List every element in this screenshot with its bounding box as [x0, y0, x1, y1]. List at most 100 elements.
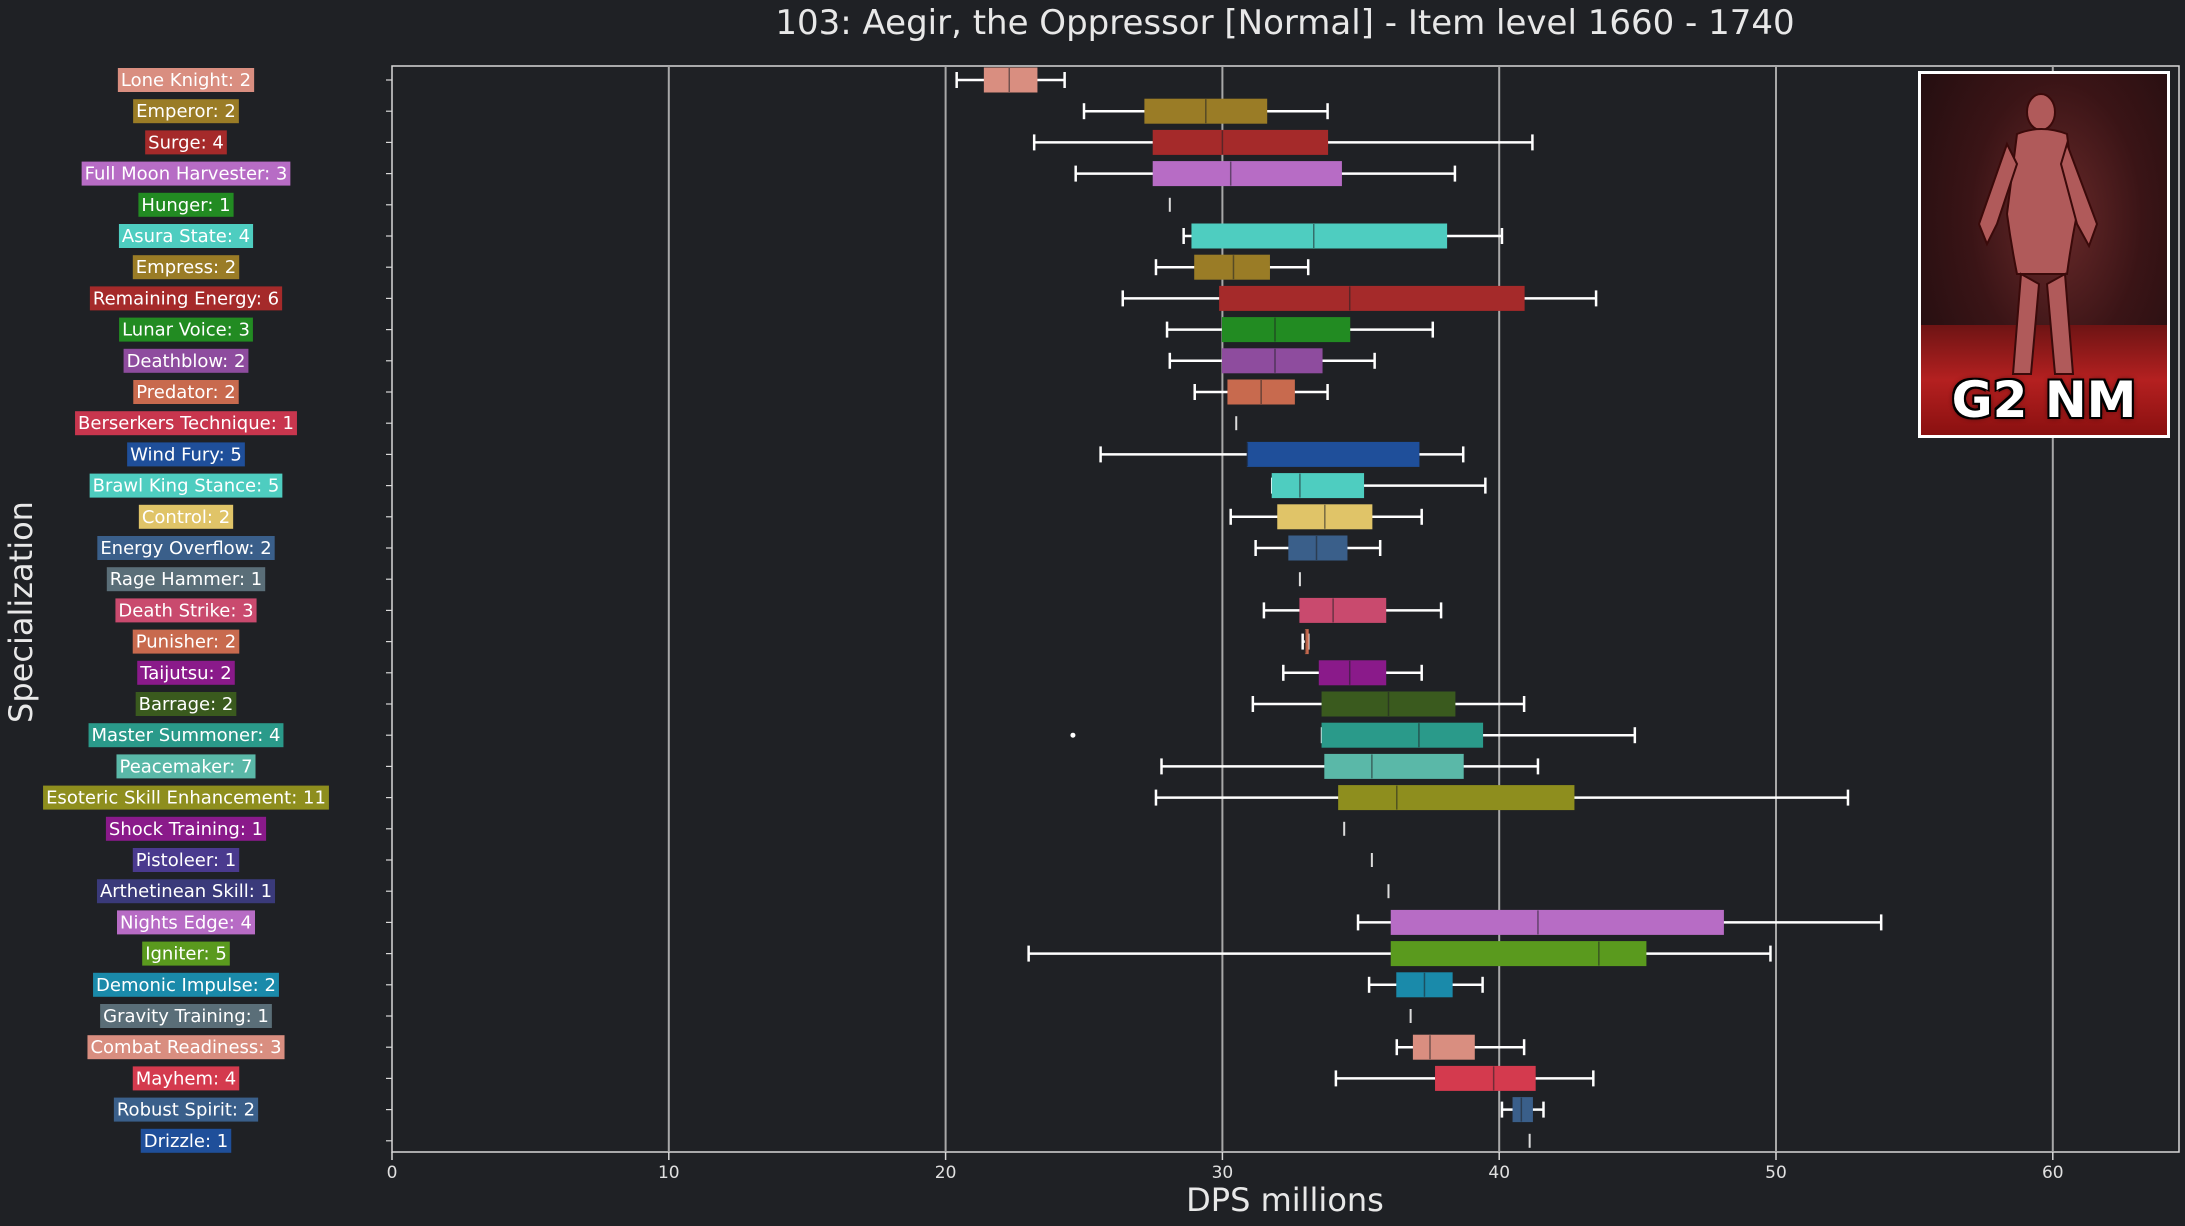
chart-title: 103: Aegir, the Oppressor [Normal] - Ite…: [775, 3, 1794, 43]
x-axis-label: DPS millions: [1186, 1181, 1384, 1219]
box: [1367, 972, 1484, 998]
category-label-background: [127, 442, 245, 467]
category-label-text: Asura State: 4: [122, 226, 250, 247]
category-label: Shock Training: 1: [105, 816, 267, 841]
category-label: Gravity Training: 1: [100, 1004, 272, 1028]
category-label-text: Deathblow: 2: [127, 351, 246, 372]
category-label-background: [100, 1004, 272, 1028]
category-label: Demonic Impulse: 2: [93, 972, 279, 997]
category-label: Hunger: 1: [138, 192, 234, 217]
iqr-box: [1324, 753, 1464, 779]
category-label: Full Moon Harvester: 3: [81, 161, 291, 186]
category-label-text: Drizzle: 1: [144, 1131, 228, 1152]
boss-figure-icon: [1977, 93, 2099, 375]
category-label: Wind Fury: 5: [127, 442, 245, 467]
iqr-box: [1435, 1065, 1536, 1091]
category-label-background: [43, 785, 329, 810]
box: [1027, 941, 1772, 967]
iqr-box: [1271, 473, 1365, 499]
category-label-background: [123, 348, 249, 373]
category-label-text: Hunger: 1: [141, 195, 230, 216]
category-label-text: Barrage: 2: [139, 694, 234, 715]
category-label: Master Summoner: 4: [88, 723, 284, 748]
category-label: Drizzle: 1: [140, 1128, 232, 1153]
category-label: Taijutsu: 2: [137, 660, 235, 685]
category-label-text: Nights Edge: 4: [120, 912, 252, 933]
category-label-text: Remaining Energy: 6: [93, 288, 279, 309]
category-label: Empress: 2: [132, 255, 240, 280]
category-label: Combat Readiness: 3: [87, 1035, 285, 1060]
thumbnail-floor: [1921, 325, 2167, 435]
category-label: Brawl King Stance: 5: [89, 473, 283, 498]
box: [1154, 785, 1850, 811]
iqr-box: [1221, 348, 1323, 374]
box: [1168, 348, 1376, 374]
category-label: Igniter: 5: [142, 941, 230, 966]
plot-area-border: [391, 65, 2180, 1153]
box: [1032, 129, 1534, 155]
category-label-text: Emperor: 2: [136, 101, 236, 122]
category-label-text: Death Strike: 3: [118, 600, 253, 621]
category-label-text: Shock Training: 1: [109, 819, 263, 840]
category-label-background: [135, 692, 237, 716]
category-label-background: [142, 941, 230, 966]
x-tick-label: 60: [2042, 1163, 2064, 1183]
x-tick-label: 40: [1488, 1163, 1510, 1183]
category-label-background: [89, 286, 283, 311]
category-label-background: [137, 660, 235, 685]
box: [1395, 1034, 1526, 1060]
box: [1254, 535, 1382, 561]
category-label-text: Taijutsu: 2: [139, 663, 232, 684]
category-label: Pistoleer: 1: [132, 848, 240, 872]
box: [1262, 597, 1443, 623]
category-label-text: Predator: 2: [136, 382, 235, 403]
box: [1251, 691, 1526, 717]
box: [1500, 1097, 1545, 1123]
category-label-background: [132, 629, 240, 654]
category-label-background: [132, 848, 240, 872]
category-label-background: [118, 224, 254, 248]
category-label-background: [117, 68, 255, 92]
category-label-text: Punisher: 2: [136, 632, 237, 653]
box: [955, 67, 1066, 93]
x-tick-label: 0: [387, 1163, 398, 1183]
box: [1182, 223, 1504, 249]
category-label-background: [132, 255, 240, 280]
category-label-text: Peacemaker: 7: [119, 756, 252, 777]
y-axis-label: Specialization: [2, 501, 40, 723]
category-label-background: [106, 567, 266, 592]
category-label-text: Esoteric Skill Enhancement: 11: [46, 788, 326, 809]
boss-thumbnail: G2 NM: [1918, 71, 2170, 438]
category-label: Barrage: 2: [135, 692, 237, 716]
category-label-background: [132, 1066, 240, 1091]
category-label-text: Master Summoner: 4: [92, 725, 281, 746]
x-tick-label: 20: [935, 1163, 957, 1183]
category-label-text: Wind Fury: 5: [130, 444, 242, 465]
y-axis-ticks: [386, 79, 392, 1142]
category-label-background: [105, 816, 267, 841]
category-label-background: [88, 723, 284, 748]
category-label-background: [138, 504, 234, 529]
category-label-background: [87, 1035, 285, 1060]
category-label-text: Lunar Voice: 3: [122, 320, 250, 341]
iqr-box: [1246, 441, 1420, 467]
category-label-background: [96, 879, 276, 904]
iqr-box: [983, 67, 1038, 93]
box: [1160, 753, 1540, 779]
category-label-text: Surge: 4: [148, 132, 224, 153]
category-label-text: Robust Spirit: 2: [117, 1100, 255, 1121]
box: [1099, 441, 1465, 467]
category-label-background: [113, 1097, 259, 1122]
box: [1229, 504, 1423, 530]
category-label-background: [133, 380, 239, 404]
category-label-background: [117, 910, 255, 935]
category-label: Asura State: 4: [118, 224, 254, 248]
category-label-text: Gravity Training: 1: [103, 1006, 269, 1027]
box: [1165, 317, 1435, 343]
category-label: Nights Edge: 4: [117, 910, 255, 935]
category-label: Peacemaker: 7: [116, 754, 256, 779]
category-label-text: Rage Hammer: 1: [110, 569, 262, 590]
iqr-box: [1299, 597, 1387, 623]
category-label-text: Brawl King Stance: 5: [93, 476, 280, 497]
category-label-text: Berserkers Technique: 1: [78, 413, 294, 434]
